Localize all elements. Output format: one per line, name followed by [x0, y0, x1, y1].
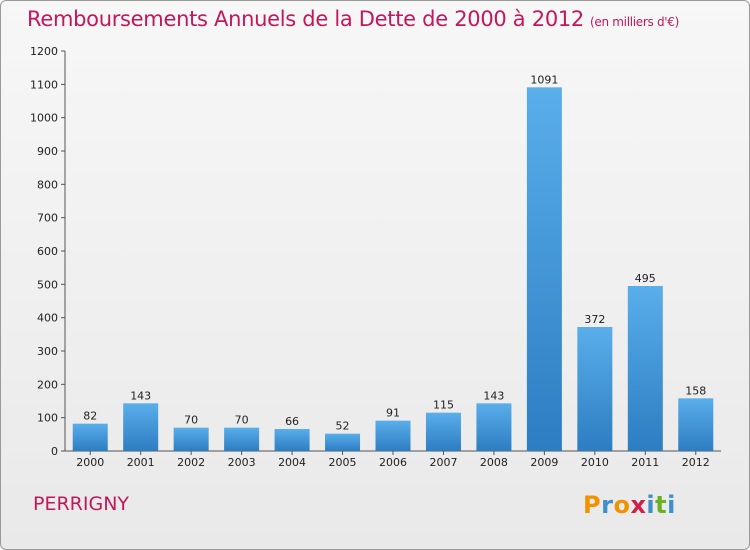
bar-2004 — [274, 429, 310, 451]
data-label-2010: 372 — [584, 313, 605, 326]
logo-letter: P — [583, 491, 602, 519]
bar-2005 — [325, 433, 361, 451]
proxiti-logo: Proxiti — [583, 491, 676, 519]
logo-letter: r — [601, 491, 614, 519]
x-tick-label: 2000 — [76, 456, 104, 469]
x-tick-label: 2007 — [429, 456, 457, 469]
y-tick-label: 1200 — [30, 45, 58, 58]
x-tick-label: 2005 — [329, 456, 357, 469]
x-tick-label: 2002 — [177, 456, 205, 469]
commune-name: PERRIGNY — [33, 493, 130, 515]
axes: 0 100 200 300 400 500 600 700 800 900 1000 1100 1200… — [30, 45, 721, 469]
bar-2011 — [627, 286, 663, 451]
bar-2012 — [678, 398, 714, 451]
data-label-2005: 52 — [336, 420, 350, 433]
logo-letter: x — [630, 491, 647, 519]
data-label-2000: 82 — [83, 410, 97, 423]
bar-2008 — [476, 403, 512, 451]
bar-2001 — [123, 403, 159, 451]
y-tick-label: 400 — [37, 312, 58, 325]
x-tick-label: 2006 — [379, 456, 407, 469]
bar-2003 — [224, 427, 260, 451]
chart-title-text: Remboursements Annuels de la Dette de 20… — [27, 7, 584, 31]
y-tick-label: 1100 — [30, 78, 58, 91]
y-tick-label: 0 — [51, 445, 58, 458]
logo-letter: t — [655, 491, 668, 519]
data-label-2011: 495 — [635, 272, 656, 285]
x-tick-label: 2008 — [480, 456, 508, 469]
chart-subtitle: (en milliers d'€) — [590, 15, 680, 29]
bar-2006 — [375, 420, 411, 451]
x-tick-label: 2001 — [127, 456, 155, 469]
y-tick-label: 700 — [37, 212, 58, 225]
y-tick-label: 800 — [37, 178, 58, 191]
bar-2000 — [72, 423, 108, 451]
y-tick-label: 300 — [37, 345, 58, 358]
y-tick-label: 500 — [37, 278, 58, 291]
data-label-2008: 143 — [483, 389, 504, 402]
data-label-2002: 70 — [184, 414, 198, 427]
logo-letter: i — [646, 491, 656, 519]
logo-letter: o — [613, 491, 631, 519]
x-tick-label: 2004 — [278, 456, 306, 469]
data-labels: 82 143 70 70 66 52 91 115 143 1091 372 495 158 — [83, 73, 706, 432]
bars — [72, 87, 714, 451]
bar-2010 — [577, 327, 613, 451]
bar-2009 — [526, 87, 562, 451]
data-label-2001: 143 — [130, 389, 151, 402]
logo-letter: i — [667, 491, 676, 519]
x-tick-label: 2003 — [228, 456, 256, 469]
y-tick-label: 1000 — [30, 112, 58, 125]
x-tick-label: 2009 — [530, 456, 558, 469]
y-tick-label: 900 — [37, 145, 58, 158]
data-label-2003: 70 — [235, 414, 249, 427]
bar-2007 — [425, 412, 461, 451]
y-tick-label: 200 — [37, 378, 58, 391]
x-tick-label: 2011 — [631, 456, 659, 469]
data-label-2007: 115 — [433, 399, 454, 412]
chart-title: Remboursements Annuels de la Dette de 20… — [27, 7, 679, 31]
data-label-2004: 66 — [285, 415, 299, 428]
x-tick-label: 2012 — [682, 456, 710, 469]
data-label-2006: 91 — [386, 407, 400, 420]
data-label-2012: 158 — [685, 384, 706, 397]
y-tick-label: 100 — [37, 412, 58, 425]
data-label-2009: 1091 — [530, 73, 558, 86]
x-tick-label: 2010 — [581, 456, 609, 469]
y-tick-label: 600 — [37, 245, 58, 258]
bar-2002 — [173, 427, 209, 451]
